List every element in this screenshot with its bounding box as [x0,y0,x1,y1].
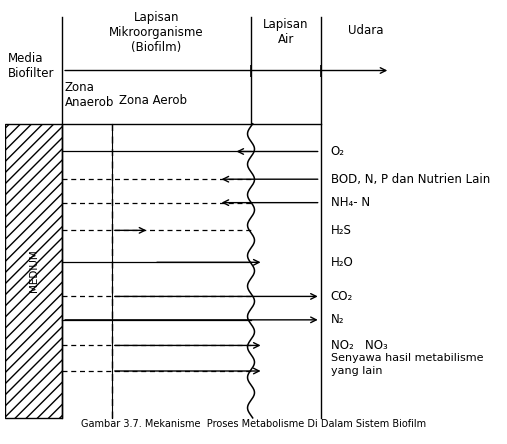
Text: Lapisan
Air: Lapisan Air [263,18,309,46]
Text: Zona
Anaerob: Zona Anaerob [65,81,114,109]
Bar [5,124,62,418]
Text: NH₄- N: NH₄- N [331,196,370,209]
Text: Senyawa hasil metabilisme
yang lain: Senyawa hasil metabilisme yang lain [331,353,483,376]
Text: Zona Aerob: Zona Aerob [119,94,188,107]
Text: CO₂: CO₂ [331,290,353,303]
Text: BOD, N, P dan Nutrien Lain: BOD, N, P dan Nutrien Lain [331,173,490,186]
Text: Media
Biofilter: Media Biofilter [8,52,54,80]
Text: Udara: Udara [347,24,383,36]
Text: NO₂   NO₃: NO₂ NO₃ [331,339,387,352]
Text: H₂O: H₂O [331,256,353,269]
Text: O₂: O₂ [331,145,345,158]
Text: H₂S: H₂S [331,224,351,237]
Text: Lapisan
Mikroorganisme
(Biofilm): Lapisan Mikroorganisme (Biofilm) [110,11,204,54]
Text: N₂: N₂ [331,313,344,326]
Text: Gambar 3.7. Mekanisme  Proses Metabolisme Di Dalam Sistem Biofilm: Gambar 3.7. Mekanisme Proses Metabolisme… [81,419,426,428]
Text: MEDIUM: MEDIUM [28,250,39,292]
